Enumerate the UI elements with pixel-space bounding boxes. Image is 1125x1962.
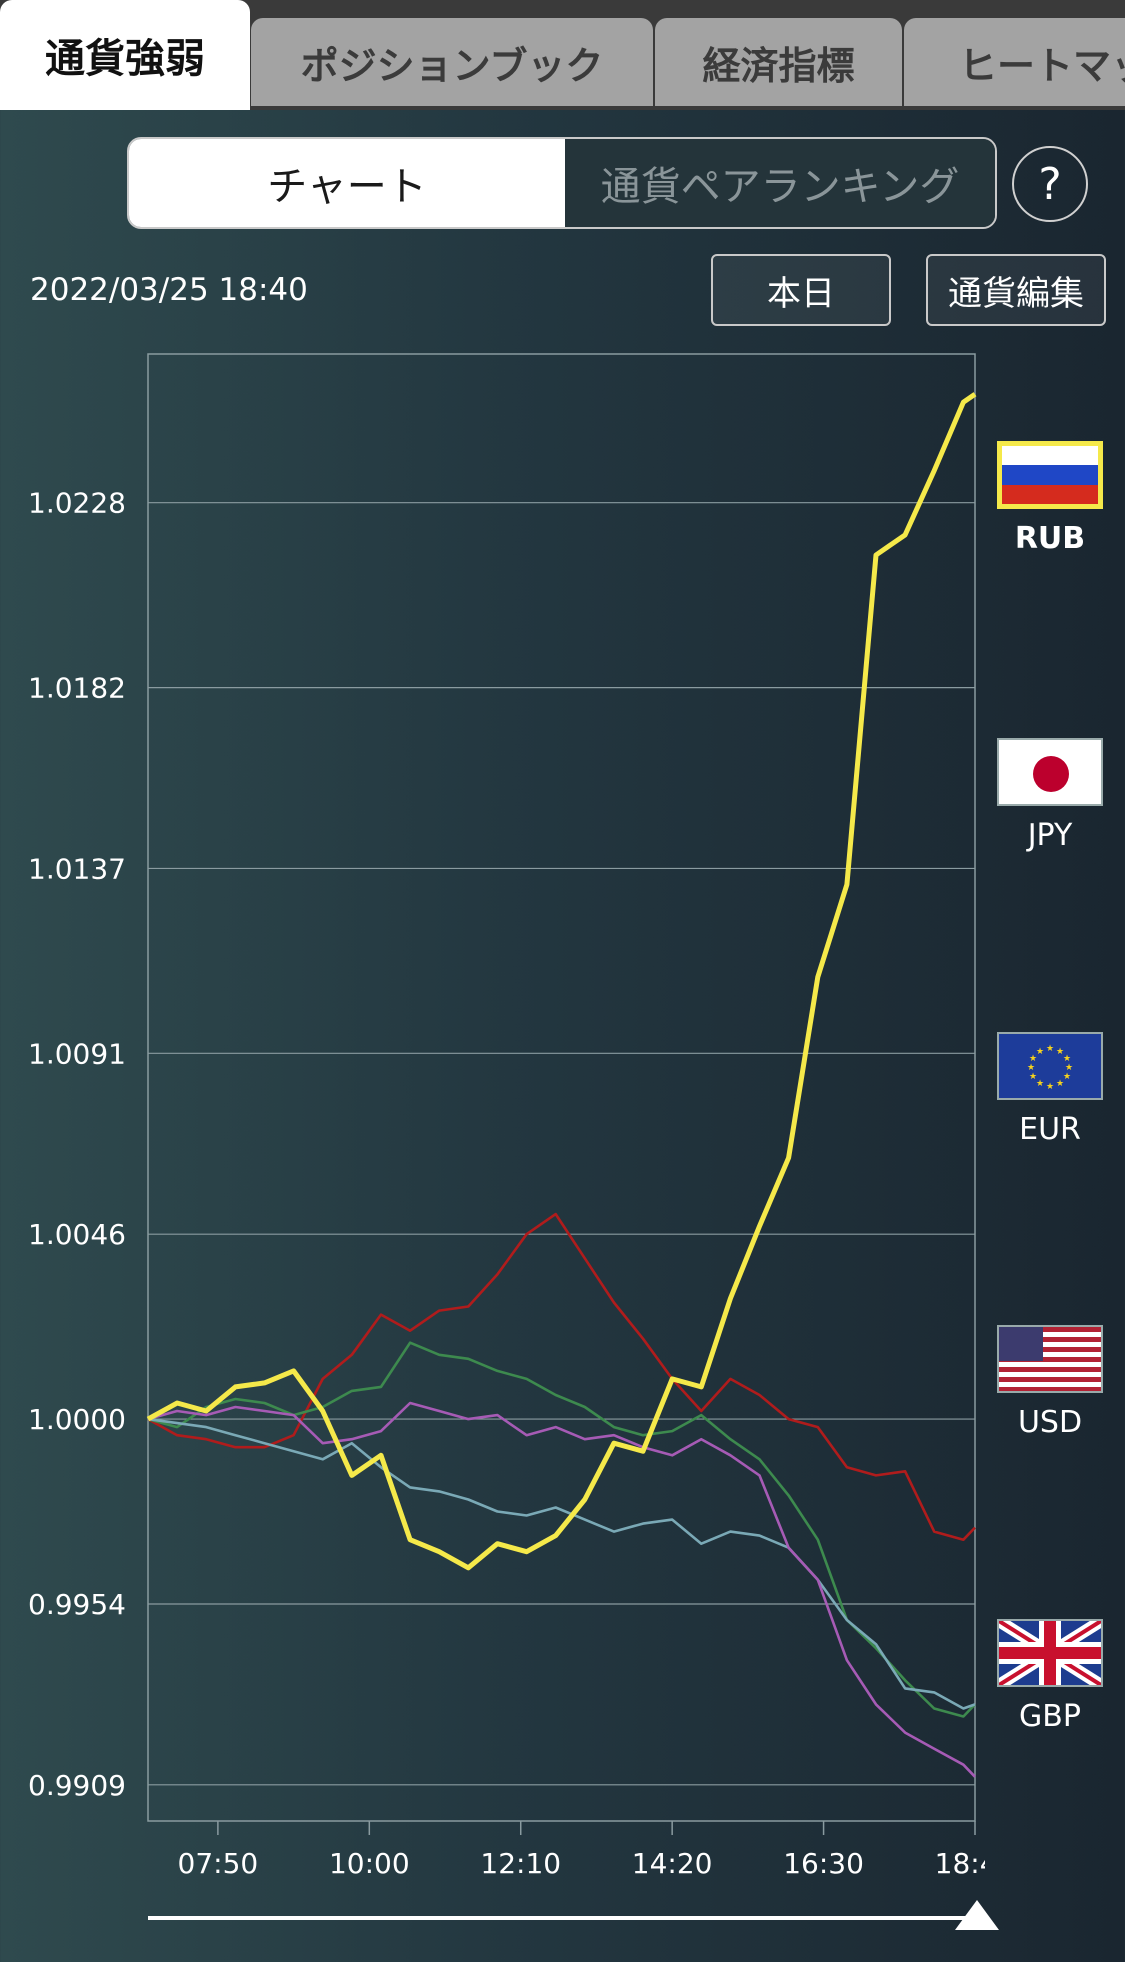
help-button[interactable]: ? [1012, 146, 1088, 222]
svg-text:★: ★ [1063, 1072, 1071, 1082]
legend-label: USD [1017, 1405, 1083, 1440]
svg-text:★: ★ [1056, 1047, 1064, 1057]
tab-currency-strength[interactable]: 通貨強弱 [0, 0, 250, 110]
legend-item-gbp[interactable]: GBP [992, 1619, 1108, 1734]
y-tick-label: 0.9909 [28, 1769, 126, 1802]
y-tick-label: 1.0000 [28, 1403, 126, 1436]
time-slider-track[interactable] [148, 1916, 978, 1920]
legend-item-usd[interactable]: USD [992, 1325, 1108, 1440]
segment-chart[interactable]: チャート [129, 139, 565, 227]
y-tick-label: 0.9954 [28, 1588, 126, 1621]
svg-text:★: ★ [1065, 1063, 1073, 1073]
y-tick-label: 1.0137 [28, 852, 126, 885]
top-tab-bar: 通貨強弱 ポジションブック 経済指標 ヒートマップ [0, 0, 1125, 110]
y-tick-label: 1.0046 [28, 1218, 126, 1251]
x-tick-label: 07:50 [178, 1847, 259, 1880]
legend-item-eur[interactable]: ★ ★ ★ ★ ★ ★ ★ ★ ★ ★ ★ ★ EUR [992, 1032, 1108, 1147]
y-tick-label: 1.0228 [28, 487, 126, 520]
usa-flag-icon [997, 1325, 1103, 1393]
svg-text:★: ★ [1046, 1082, 1054, 1092]
y-tick-label: 1.0182 [28, 672, 126, 705]
x-tick-label: 14:20 [632, 1847, 713, 1880]
legend-label: JPY [1027, 818, 1073, 853]
x-tick-label: 16:30 [783, 1847, 864, 1880]
tab-economic-indicators[interactable]: 経済指標 [655, 18, 902, 106]
today-button[interactable]: 本日 [711, 254, 891, 326]
plot-frame [147, 353, 976, 1822]
y-tick-label: 1.0091 [28, 1037, 126, 1070]
view-segmented-control: チャート 通貨ペアランキング [127, 137, 997, 229]
legend-label: RUB [1014, 521, 1086, 556]
svg-text:★: ★ [1027, 1063, 1035, 1073]
series-line-jpy [147, 1212, 976, 1541]
russia-flag-icon [997, 441, 1103, 509]
series-line-usd [147, 1417, 976, 1710]
legend-label: GBP [1019, 1699, 1081, 1734]
x-tick-label: 18:40 [935, 1847, 985, 1880]
segment-pair-ranking[interactable]: 通貨ペアランキング [565, 139, 995, 227]
eu-flag-icon: ★ ★ ★ ★ ★ ★ ★ ★ ★ ★ ★ ★ [997, 1032, 1103, 1100]
japan-flag-icon [997, 738, 1103, 806]
chart-timestamp: 2022/03/25 18:40 [30, 272, 308, 308]
x-tick-label: 12:10 [480, 1847, 561, 1880]
svg-text:★: ★ [1046, 1044, 1054, 1054]
tab-heatmap[interactable]: ヒートマップ [904, 18, 1125, 106]
series-line-rub [146, 392, 977, 1571]
series-line-gbp [147, 1401, 976, 1778]
edit-currency-button[interactable]: 通貨編集 [926, 254, 1106, 326]
legend-label: EUR [1019, 1112, 1081, 1147]
legend-item-jpy[interactable]: JPY [992, 738, 1108, 853]
tab-position-book[interactable]: ポジションブック [251, 18, 653, 106]
uk-flag-icon [997, 1619, 1103, 1687]
svg-text:★: ★ [1036, 1079, 1044, 1089]
x-tick-label: 10:00 [329, 1847, 410, 1880]
svg-text:★: ★ [1029, 1054, 1037, 1064]
time-slider-thumb[interactable] [955, 1900, 999, 1930]
legend-item-rub[interactable]: RUB [992, 441, 1108, 556]
svg-text:★: ★ [1036, 1047, 1044, 1057]
svg-text:★: ★ [1063, 1054, 1071, 1064]
svg-text:★: ★ [1029, 1072, 1037, 1082]
svg-text:★: ★ [1056, 1079, 1064, 1089]
currency-strength-chart: 1.0228 1.0182 1.0137 1.0091 1.0046 1.0000 0.99… [28, 353, 985, 1880]
